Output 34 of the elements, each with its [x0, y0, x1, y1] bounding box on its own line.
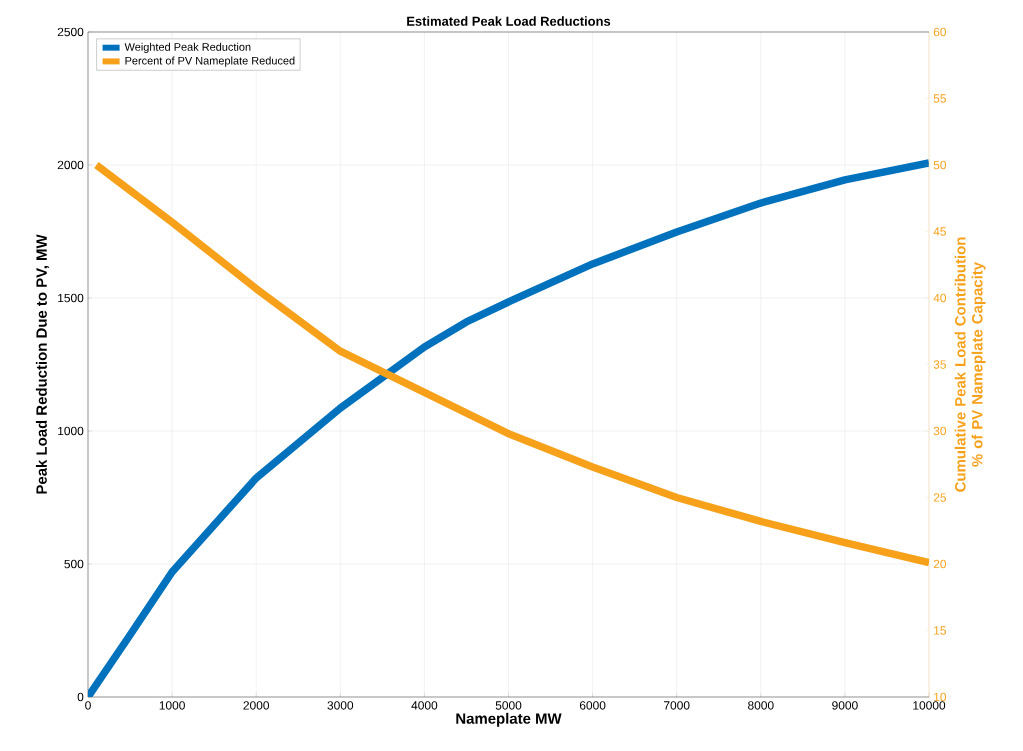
y2-tick-label: 60 [933, 27, 947, 37]
x-tick-label: 10000 [913, 701, 946, 710]
y2-tick-label: 50 [933, 160, 947, 170]
x-tick-label: 0 [85, 701, 91, 710]
x-axis-title: Nameplate MW [456, 712, 562, 727]
y-tick-label: 500 [64, 559, 84, 569]
chart-title: Estimated Peak Load Reductions [407, 16, 611, 26]
y2-tick-label: 45 [933, 227, 946, 236]
x-tick-label: 2000 [243, 701, 270, 710]
x-tick-label: 8000 [748, 701, 774, 710]
x-tick-label: 5000 [495, 701, 522, 710]
x-tick-label: 3000 [327, 701, 354, 710]
x-tick-label: 9000 [832, 701, 858, 710]
y2-tick-label: 20 [933, 559, 947, 569]
y2-tick-label: 55 [933, 94, 946, 103]
x-tick-label: 4000 [411, 701, 438, 710]
y-tick-label: 2500 [57, 27, 84, 37]
y2-axis-title: Cumulative Peak Load Contribution % of PV Nameplate Capacity [954, 237, 986, 492]
legend-label: Weighted Peak Reduction [124, 42, 251, 54]
y-tick-label: 2000 [57, 160, 84, 170]
x-tick-label: 1000 [159, 701, 185, 710]
legend-label: Percent of PV Nameplate Reduced [125, 56, 295, 67]
y-tick-label: 1500 [58, 293, 84, 303]
y-axis-title: Peak Load Reduction Due to PV, MW [35, 234, 50, 494]
y2-tick-label: 30 [933, 426, 947, 436]
y2-tick-label: 15 [934, 626, 946, 635]
y-tick-label: 1000 [58, 426, 84, 436]
y2-tick-label: 40 [933, 293, 947, 303]
x-tick-label: 7000 [664, 701, 690, 710]
y-tick-label: 0 [77, 692, 84, 702]
y2-tick-label: 35 [933, 360, 946, 369]
y2-tick-label: 25 [933, 493, 946, 502]
x-tick-label: 6000 [579, 701, 606, 710]
y2-tick-label: 10 [934, 692, 947, 702]
